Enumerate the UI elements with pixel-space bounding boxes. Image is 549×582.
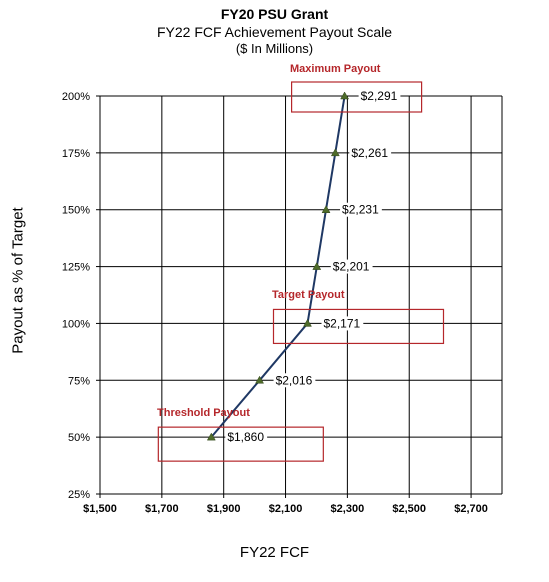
- chart-title: FY20 PSU Grant: [220, 6, 329, 22]
- data-label: $2,016: [276, 373, 313, 387]
- x-tick-label: $1,900: [207, 503, 241, 515]
- x-tick-label: $2,100: [269, 503, 303, 515]
- data-point: [340, 91, 350, 100]
- annotation-box: [157, 426, 324, 462]
- data-label-bg: [330, 259, 373, 274]
- data-point: [255, 375, 264, 384]
- annotation-maximum: Maximum Payout: [290, 63, 381, 75]
- y-tick-label: 75%: [68, 375, 90, 387]
- data-point: [330, 148, 340, 157]
- data-label-bg: [340, 202, 382, 217]
- x-tick-label: $2,700: [454, 503, 488, 515]
- y-tick-label: 125%: [62, 262, 90, 274]
- data-label: $2,171: [323, 316, 360, 330]
- data-point: [321, 205, 331, 213]
- data-label: $2,201: [333, 260, 370, 274]
- data-point: [303, 318, 312, 327]
- y-tick-label: 200%: [62, 91, 90, 103]
- annotation-target: Target Payout: [272, 289, 345, 301]
- data-label-bg: [321, 316, 364, 331]
- data-label: $2,231: [342, 203, 379, 217]
- x-tick-label: $1,700: [145, 503, 179, 515]
- data-label-bg: [349, 145, 392, 160]
- chart-subtitle: FY22 FCF Achievement Payout Scale: [157, 24, 392, 40]
- y-tick-label: 150%: [62, 205, 90, 217]
- data-point: [312, 262, 322, 270]
- y-tick-label: 175%: [62, 148, 90, 160]
- x-tick-label: $2,300: [331, 503, 365, 515]
- x-tick-label: $1,500: [83, 503, 117, 515]
- data-label: $2,291: [361, 89, 398, 103]
- data-point: [206, 432, 216, 441]
- y-tick-label: 25%: [68, 489, 90, 501]
- annotation-box: [272, 308, 445, 345]
- annotation-threshold: Threshold Payout: [157, 407, 250, 419]
- y-tick-label: 100%: [62, 318, 90, 330]
- chart-units: ($ In Millions): [235, 41, 314, 56]
- data-label: $1,860: [227, 430, 264, 444]
- x-tick-label: $2,500: [392, 503, 426, 515]
- data-label-bg: [273, 373, 316, 388]
- y-tick-label: 50%: [68, 432, 90, 444]
- data-label: $2,261: [351, 146, 388, 160]
- x-axis-label: FY22 FCF: [239, 544, 310, 561]
- y-axis-label: Payout as % of Target: [9, 207, 27, 354]
- data-label-bg: [225, 430, 268, 445]
- data-label-bg: [358, 89, 401, 103]
- annotation-box: [291, 81, 423, 113]
